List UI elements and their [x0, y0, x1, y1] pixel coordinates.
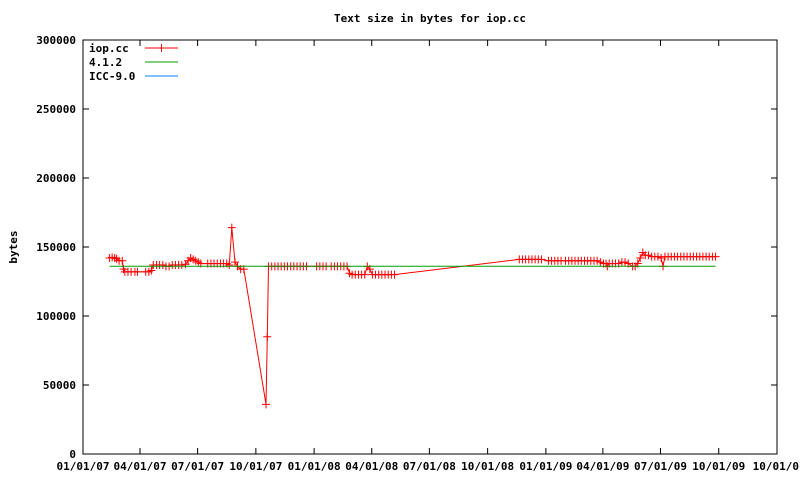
- legend-item: iop.cc: [89, 42, 178, 55]
- x-axis: 01/01/07 04/01/07 07/01/07 10/01/07 01/01/08…: [57, 40, 799, 473]
- legend-label: ICC-9.0: [89, 70, 135, 83]
- data-point: [390, 270, 399, 279]
- data-point: [147, 266, 156, 275]
- series-iop-cc: [105, 223, 720, 409]
- y-tick-label: 300000: [36, 34, 76, 47]
- legend-item: ICC-9.0: [89, 70, 178, 83]
- data-point: [261, 400, 270, 409]
- x-tick-label: 01/01/09: [519, 460, 572, 473]
- chart-title: Text size in bytes for iop.cc: [334, 12, 526, 25]
- y-tick-label: 0: [69, 448, 76, 461]
- data-point: [133, 267, 142, 276]
- x-tick-label: 07/01/07: [171, 460, 224, 473]
- legend-label: iop.cc: [89, 42, 129, 55]
- x-tick-label: 07/01/08: [403, 460, 456, 473]
- y-axis-label: bytes: [7, 230, 20, 263]
- plot-frame: [82, 39, 778, 455]
- y-tick-label: 250000: [36, 103, 76, 116]
- x-tick-label: 04/01/08: [345, 460, 398, 473]
- x-tick-label: 04/01/07: [113, 460, 166, 473]
- data-point: [657, 254, 666, 263]
- x-tick-label: 10/01/08: [461, 460, 514, 473]
- x-tick-label: 01/01/08: [288, 460, 341, 473]
- data-point: [636, 254, 645, 263]
- x-tick-label: 01/01/07: [57, 460, 110, 473]
- data-point: [263, 332, 272, 341]
- x-tick-label: 10/01/0: [753, 460, 799, 473]
- x-tick-label: 04/01/09: [576, 460, 629, 473]
- legend-marker: [157, 44, 166, 52]
- legend-item: 4.1.2: [89, 56, 178, 69]
- data-point: [227, 223, 236, 232]
- series-line-iop-cc: [109, 227, 716, 405]
- data-point: [360, 270, 369, 279]
- x-tick-label: 10/01/07: [229, 460, 282, 473]
- y-tick-label: 100000: [36, 310, 76, 323]
- y-axis: 0 50000 100000 150000 200000 250000 300000: [36, 34, 777, 461]
- data-point: [711, 252, 720, 261]
- y-tick-label: 200000: [36, 172, 76, 185]
- legend-label: 4.1.2: [89, 56, 122, 69]
- y-tick-label: 50000: [43, 379, 76, 392]
- data-point: [230, 258, 239, 267]
- data-point: [110, 254, 119, 263]
- x-tick-label: 07/01/09: [634, 460, 687, 473]
- data-point: [118, 256, 127, 265]
- data-point: [225, 260, 234, 269]
- data-point: [537, 255, 546, 264]
- x-tick-label: 10/01/09: [692, 460, 745, 473]
- y-tick-label: 150000: [36, 241, 76, 254]
- series-layer: [105, 223, 720, 409]
- data-point: [177, 260, 186, 269]
